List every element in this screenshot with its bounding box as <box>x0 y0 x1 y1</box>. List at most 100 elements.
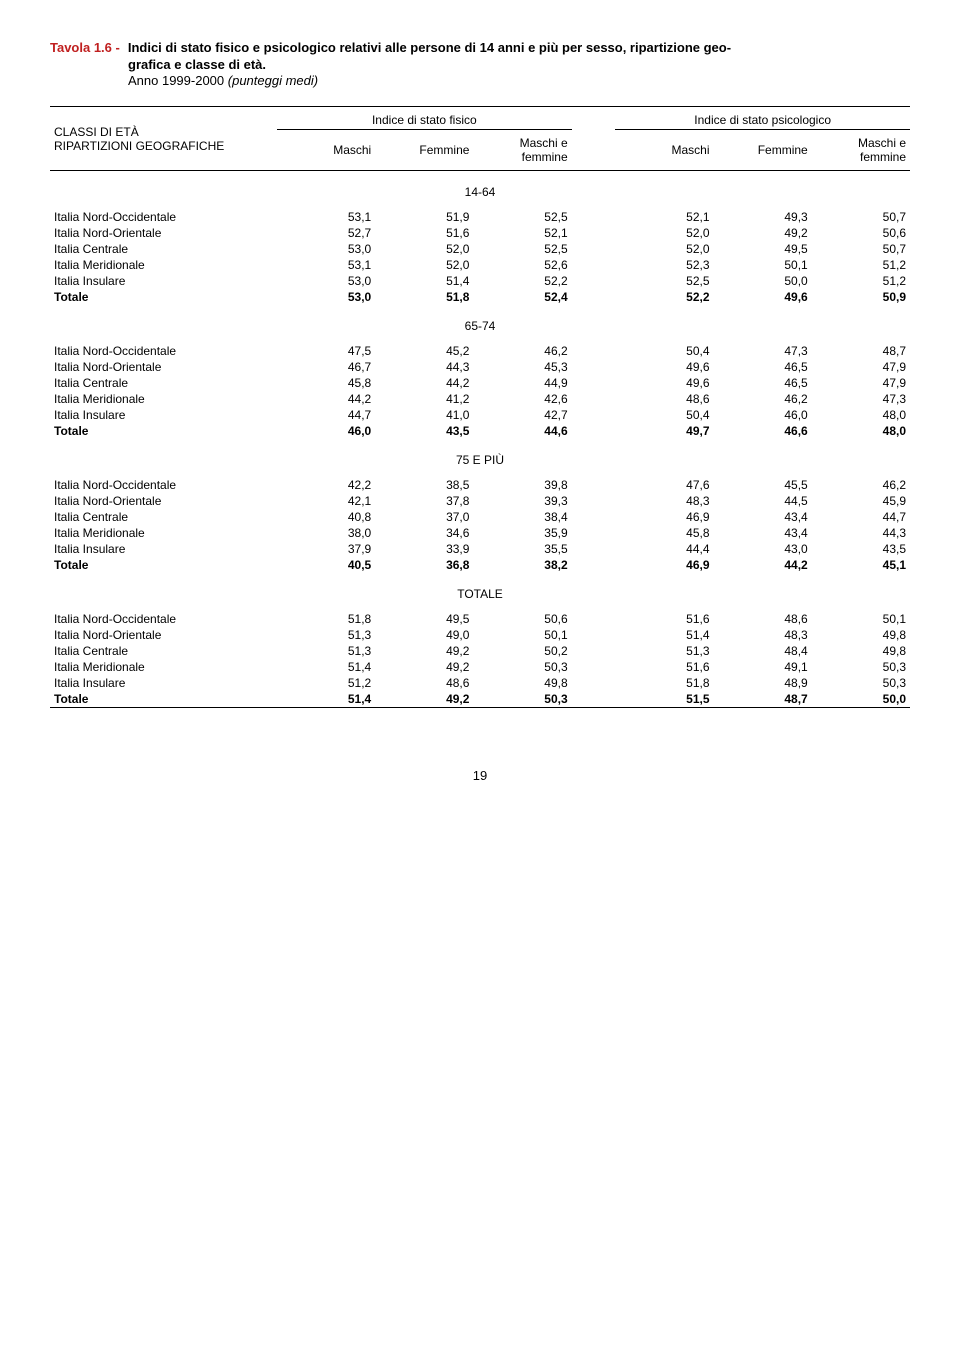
cell: 44,2 <box>277 391 375 407</box>
cell: 48,3 <box>714 627 812 643</box>
cell: 49,5 <box>714 241 812 257</box>
cell: 52,2 <box>615 289 713 305</box>
table-row: Italia Nord-Occidentale53,151,952,552,14… <box>50 209 910 225</box>
cell: 50,7 <box>812 241 910 257</box>
cell: 52,6 <box>473 257 571 273</box>
cell: 48,7 <box>812 343 910 359</box>
cell: 50,3 <box>473 659 571 675</box>
cell: 45,8 <box>277 375 375 391</box>
cell: 48,6 <box>375 675 473 691</box>
cell: 52,3 <box>615 257 713 273</box>
title-block: Tavola 1.6 - Indici di stato fisico e ps… <box>50 40 910 88</box>
cell: 51,3 <box>277 627 375 643</box>
cell: 50,4 <box>615 407 713 423</box>
cell: 51,6 <box>615 659 713 675</box>
row-label: Italia Nord-Orientale <box>50 493 277 509</box>
table-row: Italia Nord-Orientale46,744,345,349,646,… <box>50 359 910 375</box>
cell: 49,2 <box>375 691 473 708</box>
cell: 52,0 <box>375 257 473 273</box>
cell: 45,8 <box>615 525 713 541</box>
cell: 49,5 <box>375 611 473 627</box>
cell: 46,2 <box>812 477 910 493</box>
cell: 52,5 <box>473 241 571 257</box>
row-label: Italia Centrale <box>50 241 277 257</box>
tavola-label: Tavola 1.6 - <box>50 40 128 55</box>
cell: 44,3 <box>375 359 473 375</box>
cell: 50,1 <box>473 627 571 643</box>
cell: 51,8 <box>375 289 473 305</box>
cell: 46,7 <box>277 359 375 375</box>
cell: 44,6 <box>473 423 571 439</box>
cell: 51,6 <box>375 225 473 241</box>
header-group-1: Indice di stato fisico <box>277 107 572 130</box>
title-line-3: Anno 1999-2000 (punteggi medi) <box>50 73 910 88</box>
cell: 50,3 <box>812 659 910 675</box>
cell: 47,9 <box>812 375 910 391</box>
cell: 51,4 <box>615 627 713 643</box>
col-femmine-2: Femmine <box>714 130 812 171</box>
cell: 45,5 <box>714 477 812 493</box>
table-row: Italia Meridionale38,034,635,945,843,444… <box>50 525 910 541</box>
cell: 45,1 <box>812 557 910 573</box>
cell: 46,6 <box>714 423 812 439</box>
cell: 49,6 <box>615 375 713 391</box>
row-label: Italia Meridionale <box>50 257 277 273</box>
table-row: Italia Centrale40,837,038,446,943,444,7 <box>50 509 910 525</box>
cell: 44,2 <box>375 375 473 391</box>
subtitle-italic: (punteggi medi) <box>228 73 318 88</box>
cell: 36,8 <box>375 557 473 573</box>
row-label: Italia Centrale <box>50 375 277 391</box>
cell: 39,8 <box>473 477 571 493</box>
cell: 46,5 <box>714 375 812 391</box>
cell: 50,0 <box>714 273 812 289</box>
cell: 52,4 <box>473 289 571 305</box>
cell: 34,6 <box>375 525 473 541</box>
cell: 38,5 <box>375 477 473 493</box>
cell: 49,7 <box>615 423 713 439</box>
row-label: Italia Meridionale <box>50 525 277 541</box>
row-label: Italia Centrale <box>50 509 277 525</box>
cell: 50,3 <box>473 691 571 708</box>
row-label: Italia Nord-Orientale <box>50 627 277 643</box>
table-body: 14-64Italia Nord-Occidentale53,151,952,5… <box>50 171 910 708</box>
table-row-totale: Totale40,536,838,246,944,245,1 <box>50 557 910 573</box>
data-table: CLASSI DI ETÀ RIPARTIZIONI GEOGRAFICHE I… <box>50 106 910 708</box>
cell: 47,9 <box>812 359 910 375</box>
cell: 53,1 <box>277 257 375 273</box>
cell: 44,4 <box>615 541 713 557</box>
cell: 50,1 <box>714 257 812 273</box>
cell: 49,3 <box>714 209 812 225</box>
cell: 50,0 <box>812 691 910 708</box>
cell: 43,4 <box>714 525 812 541</box>
table-row-totale: Totale53,051,852,452,249,650,9 <box>50 289 910 305</box>
row-label: Italia Nord-Occidentale <box>50 343 277 359</box>
table-row: Italia Nord-Occidentale42,238,539,847,64… <box>50 477 910 493</box>
cell: 52,1 <box>615 209 713 225</box>
cell: 43,5 <box>812 541 910 557</box>
cell: 50,6 <box>473 611 571 627</box>
cell: 49,6 <box>615 359 713 375</box>
cell: 53,0 <box>277 289 375 305</box>
cell: 51,2 <box>812 257 910 273</box>
cell: 52,7 <box>277 225 375 241</box>
cell: 42,1 <box>277 493 375 509</box>
cell: 43,4 <box>714 509 812 525</box>
section-header: 14-64 <box>50 171 910 210</box>
cell: 50,9 <box>812 289 910 305</box>
cell: 40,8 <box>277 509 375 525</box>
header-group-2: Indice di stato psicologico <box>615 107 910 130</box>
cell: 47,3 <box>714 343 812 359</box>
table-row: Italia Meridionale51,449,250,351,649,150… <box>50 659 910 675</box>
cell: 51,4 <box>277 691 375 708</box>
section-header: TOTALE <box>50 573 910 611</box>
cell: 50,1 <box>812 611 910 627</box>
cell: 38,4 <box>473 509 571 525</box>
cell: 49,2 <box>714 225 812 241</box>
cell: 41,0 <box>375 407 473 423</box>
subtitle-plain: Anno 1999-2000 <box>128 73 228 88</box>
cell: 51,4 <box>277 659 375 675</box>
cell: 52,5 <box>615 273 713 289</box>
cell: 51,3 <box>277 643 375 659</box>
col-femmine-1: Femmine <box>375 130 473 171</box>
cell: 49,8 <box>473 675 571 691</box>
